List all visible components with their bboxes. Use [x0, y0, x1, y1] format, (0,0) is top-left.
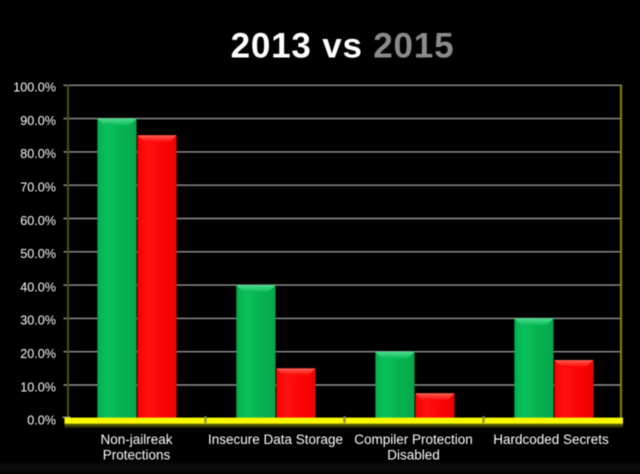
svg-text:Disabled: Disabled [387, 448, 440, 463]
svg-text:10.0%: 10.0% [20, 380, 56, 394]
svg-text:40.0%: 40.0% [20, 280, 56, 294]
svg-text:Non-jailreak: Non-jailreak [100, 432, 172, 447]
svg-text:Compiler Protection: Compiler Protection [354, 432, 473, 447]
svg-text:60.0%: 60.0% [20, 214, 56, 228]
svg-text:0.0%: 0.0% [27, 414, 56, 428]
svg-text:30.0%: 30.0% [20, 314, 56, 328]
svg-text:Hardcoded Secrets: Hardcoded Secrets [493, 432, 609, 447]
svg-text:Protections: Protections [103, 448, 171, 463]
svg-text:Insecure Data Storage: Insecure Data Storage [208, 432, 343, 447]
svg-text:70.0%: 70.0% [20, 181, 56, 195]
svg-text:20.0%: 20.0% [20, 347, 56, 361]
svg-text:100.0%: 100.0% [13, 81, 56, 95]
svg-text:2013 vs 2015: 2013 vs 2015 [231, 27, 455, 66]
svg-text:80.0%: 80.0% [20, 147, 56, 161]
svg-text:90.0%: 90.0% [20, 114, 56, 128]
svg-text:50.0%: 50.0% [20, 247, 56, 261]
